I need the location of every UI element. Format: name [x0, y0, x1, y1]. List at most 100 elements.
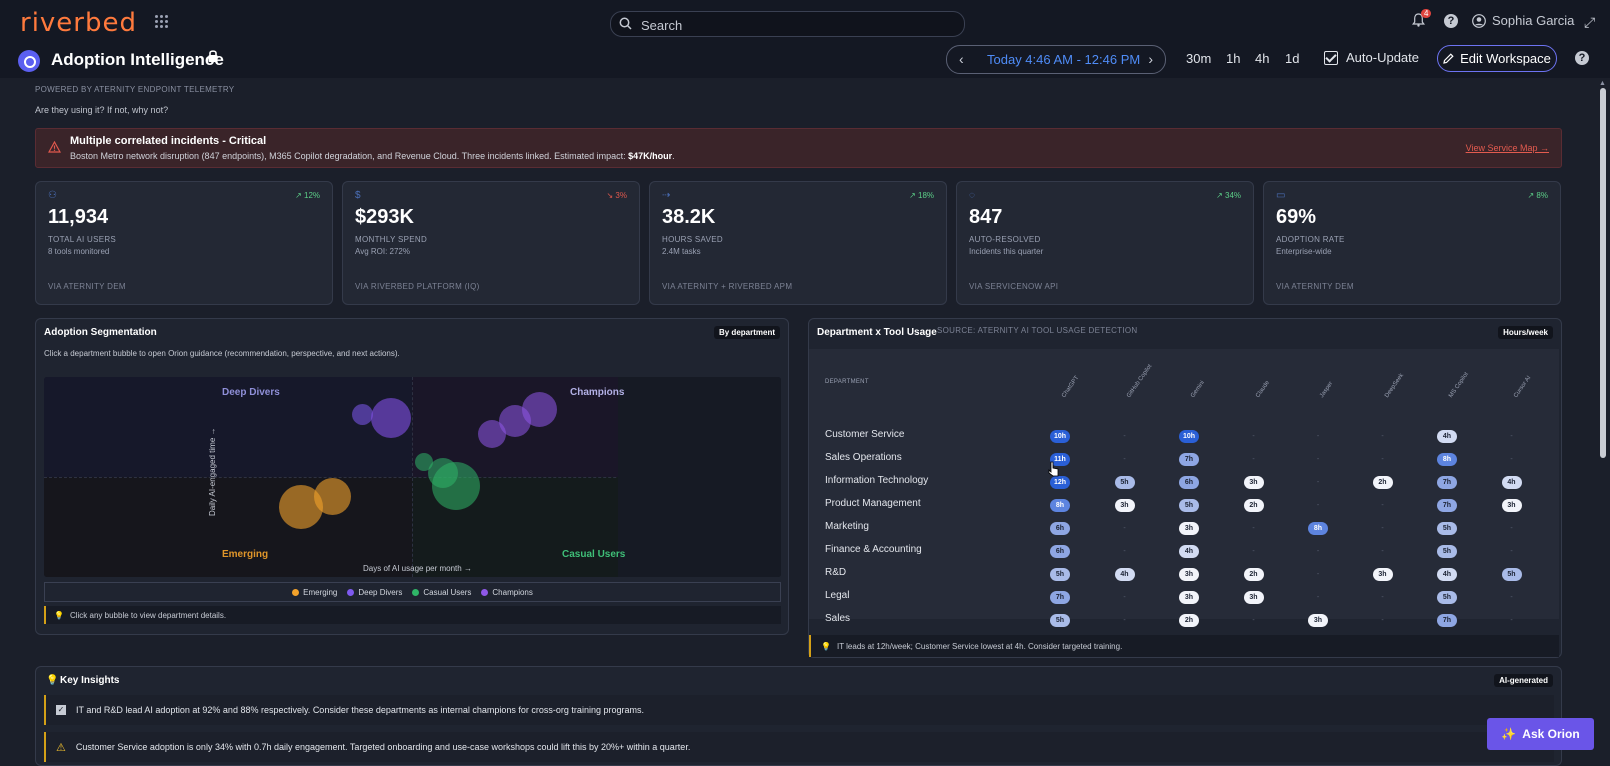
- usage-cell[interactable]: 5h: [1437, 522, 1457, 535]
- usage-cell[interactable]: 7h: [1050, 591, 1070, 604]
- legend-dot: [347, 588, 355, 596]
- app-launcher-icon[interactable]: [155, 15, 169, 29]
- ask-orion-button[interactable]: ✨ Ask Orion: [1487, 718, 1594, 750]
- department-bubble[interactable]: [432, 462, 480, 510]
- usage-cell[interactable]: 8h: [1308, 522, 1328, 535]
- usage-cell[interactable]: 11h: [1050, 453, 1070, 466]
- legend-item-champions[interactable]: Champions: [481, 588, 533, 597]
- usage-cell[interactable]: 4h: [1437, 568, 1457, 581]
- hours-week-badge[interactable]: Hours/week: [1498, 326, 1553, 339]
- usage-cell[interactable]: 3h: [1501, 499, 1522, 512]
- usage-cell[interactable]: 4h: [1501, 476, 1522, 489]
- usage-cell[interactable]: 7h: [1179, 453, 1199, 466]
- usage-cell[interactable]: 5h: [1179, 499, 1199, 512]
- department-bubble[interactable]: [371, 398, 411, 438]
- usage-cell[interactable]: 8h: [1437, 453, 1457, 466]
- range-1h-button[interactable]: 1h: [1226, 51, 1241, 66]
- usage-cell[interactable]: 3h: [1114, 499, 1135, 512]
- usage-cell[interactable]: 4h: [1437, 430, 1457, 443]
- usage-cell[interactable]: 5h: [1501, 568, 1522, 581]
- edit-workspace-button[interactable]: Edit Workspace: [1437, 45, 1557, 72]
- by-department-badge[interactable]: By department: [713, 326, 780, 339]
- auto-update-checkbox[interactable]: [1324, 50, 1338, 65]
- usage-cell[interactable]: 3h: [1243, 476, 1264, 489]
- usage-cell[interactable]: 5h: [1050, 614, 1070, 627]
- view-service-map-link[interactable]: View Service Map →: [1465, 143, 1549, 153]
- department-bubble[interactable]: [314, 478, 351, 515]
- adoption-app-icon: [18, 50, 40, 72]
- usage-cell[interactable]: 6h: [1050, 545, 1070, 558]
- department-row-label: Marketing: [825, 521, 869, 532]
- user-menu[interactable]: Sophia Garcia: [1472, 13, 1574, 28]
- legend-item-deep-divers[interactable]: Deep Divers: [347, 588, 402, 597]
- insight-item[interactable]: ✓ IT and R&D lead AI adoption at 92% and…: [44, 695, 1554, 725]
- workspace-help-icon[interactable]: ?: [1575, 51, 1589, 65]
- usage-cell[interactable]: 5h: [1114, 476, 1135, 489]
- insight-item[interactable]: ⚠ Customer Service adoption is only 34% …: [44, 732, 1554, 762]
- usage-cell[interactable]: 2h: [1243, 568, 1264, 581]
- usage-cell[interactable]: 5h: [1437, 545, 1457, 558]
- clock-icon: ⇢: [662, 190, 671, 201]
- range-1d-button[interactable]: 1d: [1285, 51, 1300, 66]
- usage-cell[interactable]: 6h: [1179, 476, 1199, 489]
- quadrant-deep-divers-bg: [44, 377, 412, 477]
- usage-cell[interactable]: 10h: [1050, 430, 1070, 443]
- chevron-right-icon[interactable]: ›: [1148, 51, 1153, 67]
- kpi-value: 38.2K: [662, 206, 716, 228]
- usage-cell[interactable]: 2h: [1243, 499, 1264, 512]
- usage-cell[interactable]: 7h: [1437, 614, 1457, 627]
- range-4h-button[interactable]: 4h: [1255, 51, 1270, 66]
- search-input[interactable]: [639, 15, 943, 35]
- usage-cell[interactable]: 3h: [1179, 568, 1199, 581]
- time-range-selector[interactable]: ‹ Today 4:46 AM - 12:46 PM ›: [946, 45, 1166, 74]
- scroll-up-arrow[interactable]: ▲: [1599, 80, 1606, 87]
- usage-cell[interactable]: 3h: [1179, 591, 1199, 604]
- usage-cell[interactable]: 3h: [1308, 614, 1328, 627]
- hint-text: Click any bubble to view department deta…: [69, 610, 227, 620]
- empty-cell: -: [1316, 456, 1320, 463]
- department-bubble[interactable]: [522, 392, 557, 427]
- department-bubble[interactable]: [352, 404, 373, 425]
- kpi-label: ADOPTION RATE: [1276, 235, 1345, 244]
- kpi-total-ai-users[interactable]: ⚇ ↗ 12% 11,934 TOTAL AI USERS 8 tools mo…: [35, 181, 333, 305]
- chevron-left-icon[interactable]: ‹: [959, 51, 964, 67]
- range-30m-button[interactable]: 30m: [1186, 51, 1212, 66]
- legend-item-emerging[interactable]: Emerging: [292, 588, 337, 597]
- usage-cell[interactable]: 12h: [1050, 476, 1070, 489]
- auto-update-toggle[interactable]: Auto-Update: [1324, 50, 1419, 65]
- empty-cell: -: [1123, 617, 1126, 624]
- kpi-auto-resolved[interactable]: ◌ ↗ 34% 847 AUTO-RESOLVED Incidents this…: [956, 181, 1254, 305]
- global-search[interactable]: [610, 11, 965, 37]
- check-icon: ✓: [56, 705, 66, 715]
- tool-column-header: DeepSeek: [1383, 372, 1405, 399]
- usage-cell[interactable]: 6h: [1050, 522, 1070, 535]
- department-column-header: DEPARTMENT: [825, 379, 869, 385]
- usage-cell[interactable]: 7h: [1437, 499, 1457, 512]
- kpi-trend: ↗ 34%: [1216, 191, 1241, 200]
- usage-cell[interactable]: 4h: [1114, 568, 1135, 581]
- notifications-button[interactable]: 4: [1412, 9, 1432, 30]
- usage-cell[interactable]: 2h: [1372, 476, 1393, 489]
- empty-cell: -: [1316, 571, 1320, 578]
- usage-cell[interactable]: 4h: [1179, 545, 1199, 558]
- help-icon[interactable]: ?: [1444, 14, 1458, 28]
- usage-cell[interactable]: 5h: [1437, 591, 1457, 604]
- legend-item-casual-users[interactable]: Casual Users: [412, 588, 471, 597]
- kpi-adoption-rate[interactable]: ▭ ↗ 8% 69% ADOPTION RATE Enterprise-wide…: [1263, 181, 1561, 305]
- usage-cell[interactable]: 3h: [1372, 568, 1393, 581]
- tool-column-header: MS Copilot: [1448, 371, 1470, 399]
- fullscreen-icon[interactable]: ⤢: [1584, 14, 1596, 30]
- kpi-sub: 8 tools monitored: [48, 247, 110, 256]
- usage-cell[interactable]: 10h: [1179, 430, 1199, 443]
- usage-cell[interactable]: 8h: [1050, 499, 1070, 512]
- kpi-hours-saved[interactable]: ⇢ ↗ 18% 38.2K HOURS SAVED 2.4M tasks VIA…: [649, 181, 947, 305]
- kpi-source: VIA RIVERBED PLATFORM (IQ): [355, 282, 480, 291]
- usage-cell[interactable]: 2h: [1179, 614, 1199, 627]
- scrollbar-thumb[interactable]: [1600, 88, 1606, 458]
- usage-cell[interactable]: 7h: [1437, 476, 1457, 489]
- riverbed-logo[interactable]: riverbed: [20, 8, 137, 38]
- usage-cell[interactable]: 3h: [1243, 591, 1264, 604]
- usage-cell[interactable]: 5h: [1050, 568, 1070, 581]
- usage-cell[interactable]: 3h: [1179, 522, 1199, 535]
- kpi-monthly-spend[interactable]: $ ↘ 3% $293K MONTHLY SPEND Avg ROI: 272%…: [342, 181, 640, 305]
